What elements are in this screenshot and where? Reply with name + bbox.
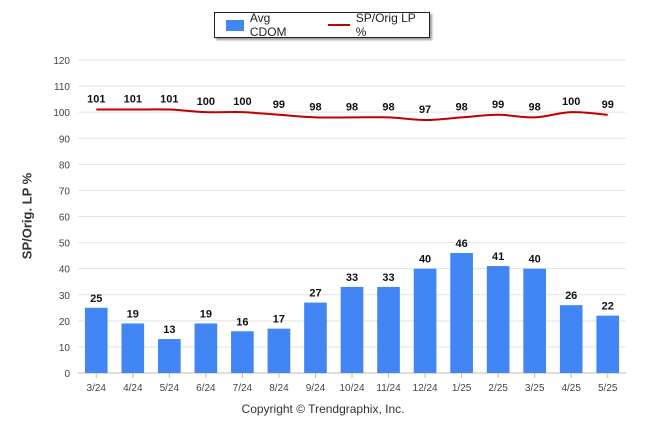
bar-data-label: 41 (492, 251, 504, 263)
copyright-footer: Copyright © Trendgraphix, Inc. (241, 402, 405, 416)
line-data-label: 99 (492, 99, 504, 111)
line-data-label: 98 (455, 101, 467, 113)
bar-cdom (121, 323, 145, 373)
line-data-label: 100 (562, 96, 580, 108)
bar-cdom (523, 268, 546, 373)
legend-label-splp: SP/Orig LP % (355, 11, 416, 39)
y-tick-label: 20 (59, 317, 71, 328)
bar-data-label: 19 (200, 308, 212, 320)
x-tick-label: 4/25 (561, 383, 581, 394)
y-tick-label: 10 (59, 343, 71, 354)
x-tick-label: 5/24 (160, 383, 180, 394)
line-data-label: 99 (273, 99, 285, 111)
x-tick-label: 3/24 (87, 383, 107, 394)
bar-data-label: 40 (529, 254, 541, 266)
bar-cdom (84, 307, 108, 373)
bar-data-label: 40 (419, 254, 431, 266)
y-tick-label: 60 (59, 213, 71, 224)
bar-cdom (340, 286, 364, 373)
bar-data-label: 19 (127, 308, 139, 320)
line-data-label: 97 (419, 104, 431, 116)
legend-item-splp: SP/Orig LP % (310, 11, 429, 39)
line-data-label: 98 (309, 101, 321, 113)
x-tick-label: 3/25 (525, 383, 545, 394)
legend: Avg CDOM SP/Orig LP % (214, 11, 430, 39)
y-axis-label: SP/Orig. LP % (19, 172, 35, 260)
y-tick-label: 120 (53, 56, 70, 67)
x-tick-label: 9/24 (306, 383, 326, 394)
line-data-label: 99 (602, 99, 614, 111)
y-tick-label: 110 (54, 82, 70, 93)
y-tick-label: 50 (59, 239, 71, 250)
x-tick-label: 2/25 (488, 383, 508, 394)
line-data-label: 100 (197, 96, 215, 108)
bar-cdom (194, 323, 218, 373)
bar-cdom (486, 266, 510, 373)
y-tick-label: 90 (59, 134, 71, 145)
bar-data-label: 26 (565, 290, 577, 302)
line-data-label: 98 (529, 101, 541, 113)
line-data-label: 98 (346, 101, 358, 113)
x-tick-label: 10/24 (339, 383, 364, 394)
bar-data-label: 33 (382, 272, 394, 284)
x-tick-label: 8/24 (269, 383, 289, 394)
x-tick-label: 4/24 (123, 383, 143, 394)
x-tick-label: 12/24 (413, 383, 438, 394)
bar-cdom (267, 328, 291, 373)
line-data-label: 101 (160, 94, 178, 106)
x-tick-label: 5/25 (598, 383, 618, 394)
y-tick-label: 100 (53, 108, 70, 119)
bar-cdom (596, 315, 620, 373)
bar-cdom (231, 331, 254, 373)
bar-cdom (377, 286, 400, 373)
bar-cdom (304, 302, 327, 373)
x-tick-label: 6/24 (196, 383, 216, 394)
y-tick-label: 30 (59, 291, 71, 302)
bar-data-label: 22 (602, 301, 614, 313)
line-data-label: 98 (382, 101, 394, 113)
x-tick-label: 7/24 (233, 383, 253, 394)
legend-swatch-splp (327, 24, 350, 26)
legend-item-cdom: Avg CDOM (215, 11, 310, 39)
line-data-label: 101 (124, 94, 142, 106)
bar-data-label: 17 (273, 314, 285, 326)
bar-data-label: 25 (90, 293, 102, 305)
x-tick-label: 1/25 (452, 383, 472, 394)
bar-data-label: 33 (346, 272, 358, 284)
bar-data-label: 46 (455, 238, 467, 250)
bar-data-label: 27 (309, 288, 321, 300)
y-tick-label: 80 (59, 160, 71, 171)
x-tick-label: 11/24 (376, 383, 401, 394)
y-tick-label: 0 (64, 369, 70, 380)
line-data-label: 100 (233, 96, 251, 108)
line-data-label: 101 (87, 94, 105, 106)
bar-cdom (450, 253, 473, 373)
bar-cdom (559, 305, 583, 373)
legend-label-cdom: Avg CDOM (249, 11, 287, 39)
bar-data-label: 16 (236, 316, 248, 328)
bar-cdom (158, 339, 181, 373)
legend-swatch-cdom (226, 19, 244, 31)
line-splp (96, 108, 608, 121)
y-tick-label: 70 (59, 186, 71, 197)
bar-data-label: 13 (163, 324, 175, 336)
y-tick-label: 40 (59, 265, 71, 276)
bar-cdom (413, 268, 437, 373)
